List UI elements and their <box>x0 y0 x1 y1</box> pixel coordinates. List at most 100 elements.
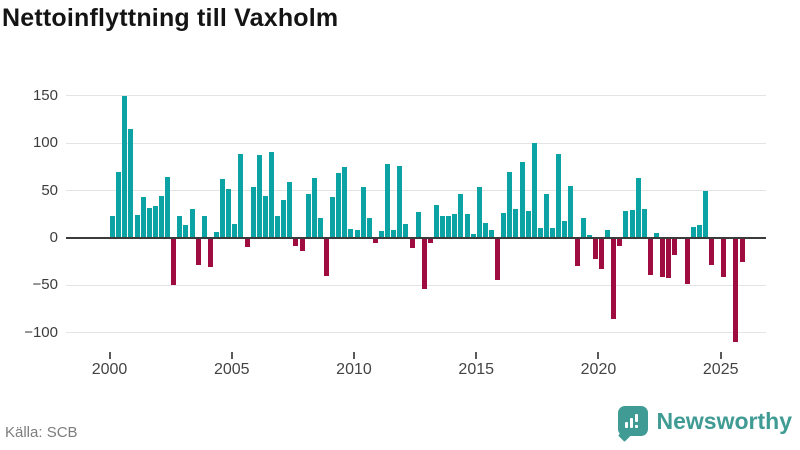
bar-2017Q1 <box>526 211 531 239</box>
y-axis-tick-label: −50 <box>32 276 58 294</box>
x-axis-tick-mark <box>597 352 600 359</box>
bar-2024Q2 <box>703 190 708 238</box>
bar-2023Q4 <box>691 226 696 238</box>
bar-2016Q3 <box>513 208 518 238</box>
bar-2018Q2 <box>556 153 561 238</box>
bar-2020Q3 <box>611 238 616 319</box>
bar-2015Q1 <box>477 186 482 238</box>
bar-2001Q4 <box>153 205 158 238</box>
bar-2003Q2 <box>190 208 195 238</box>
bar-2001Q2 <box>141 197 146 239</box>
bar-2006Q2 <box>263 196 268 239</box>
bar-2010Q2 <box>361 186 366 238</box>
bar-2017Q3 <box>538 227 543 238</box>
zero-axis-line <box>66 237 766 239</box>
bar-2022Q4 <box>666 238 671 278</box>
bar-2013Q4 <box>446 216 451 239</box>
bar-2000Q3 <box>122 95 127 238</box>
gridline <box>66 332 766 334</box>
bar-2025Q3 <box>733 238 738 342</box>
bar-2014Q4 <box>471 234 476 239</box>
bar-2008Q1 <box>306 194 311 239</box>
bar-2000Q2 <box>116 171 121 238</box>
newsworthy-logo-text: Newsworthy <box>656 407 792 434</box>
y-axis-tick-label: 0 <box>49 229 58 246</box>
x-axis-tick-label: 2020 <box>580 361 617 378</box>
speech-bubble-tail <box>617 429 631 442</box>
x-axis-tick-mark <box>352 352 355 359</box>
x-axis-tick-mark <box>230 352 233 359</box>
bar-2012Q4 <box>422 238 427 289</box>
x-axis-tick-label: 2010 <box>336 361 372 378</box>
bar-2015Q4 <box>495 238 500 280</box>
bar-2011Q4 <box>397 165 402 238</box>
bar-2021Q3 <box>636 178 641 239</box>
bar-2011Q3 <box>391 230 396 239</box>
bar-2014Q3 <box>465 214 470 239</box>
bar-2008Q3 <box>318 218 323 239</box>
bar-2005Q2 <box>238 154 243 239</box>
bar-2020Q4 <box>617 238 622 246</box>
y-axis-tick-label: −100 <box>24 323 58 341</box>
bar-2009Q3 <box>342 166 347 238</box>
x-axis-tick-mark <box>108 352 111 359</box>
gridline <box>66 142 766 144</box>
bar-2006Q1 <box>257 155 262 239</box>
bar-2019Q4 <box>593 238 598 259</box>
bar-2017Q4 <box>544 194 549 239</box>
gridline <box>66 190 766 192</box>
bar-2017Q2 <box>532 143 537 239</box>
y-axis-tick-label: 150 <box>32 86 58 104</box>
bar-2001Q1 <box>135 215 140 239</box>
bar-2010Q3 <box>367 218 372 239</box>
bar-2007Q3 <box>293 238 298 246</box>
bar-2012Q2 <box>410 238 415 248</box>
bar-2009Q4 <box>348 229 353 239</box>
x-axis-tick-mark <box>475 352 478 359</box>
bar-2002Q3 <box>171 238 176 285</box>
bar-2008Q4 <box>324 238 329 276</box>
bar-2002Q4 <box>177 216 182 239</box>
bar-2024Q1 <box>697 224 702 238</box>
bar-2011Q1 <box>379 231 384 239</box>
bar-2003Q1 <box>183 224 188 238</box>
bar-2004Q3 <box>220 179 225 239</box>
bar-2016Q1 <box>501 213 506 239</box>
bar-2023Q1 <box>672 238 677 255</box>
bar-2007Q4 <box>300 238 305 251</box>
bar-2006Q4 <box>275 216 280 239</box>
bar-2005Q1 <box>232 223 237 238</box>
bar-2024Q3 <box>709 238 714 265</box>
bar-2016Q2 <box>507 172 512 239</box>
bar-2007Q1 <box>281 200 286 239</box>
bar-2010Q4 <box>373 238 378 243</box>
bar-2022Q3 <box>660 238 665 277</box>
x-axis-tick-label: 2015 <box>458 361 495 378</box>
gridline <box>66 95 766 97</box>
bar-2002Q2 <box>165 177 170 239</box>
x-axis-tick-label: 2005 <box>213 361 250 378</box>
newsworthy-bar-chart-icon <box>617 406 648 442</box>
bar-2018Q3 <box>562 220 567 238</box>
bar-2005Q4 <box>251 186 256 238</box>
bar-2019Q2 <box>581 218 586 239</box>
bar-2021Q2 <box>630 209 635 238</box>
bar-2012Q1 <box>403 223 408 238</box>
x-axis-tick-label: 2000 <box>91 361 128 378</box>
bar-2014Q2 <box>458 194 463 239</box>
newsworthy-logo: Newsworthy <box>617 406 792 442</box>
bar-2000Q1 <box>110 216 115 239</box>
bar-2015Q2 <box>483 222 488 238</box>
bar-2004Q2 <box>214 232 219 239</box>
bar-2003Q4 <box>202 216 207 239</box>
bar-2018Q1 <box>550 227 555 238</box>
bar-2002Q1 <box>159 196 164 239</box>
x-axis-tick-mark <box>719 352 722 359</box>
gridline <box>66 284 766 286</box>
bar-2025Q4 <box>740 238 745 262</box>
bar-2020Q1 <box>599 238 604 269</box>
bar-2007Q2 <box>287 181 292 238</box>
bar-2006Q3 <box>269 151 274 238</box>
bar-2001Q3 <box>147 207 152 238</box>
bar-2004Q4 <box>226 188 231 238</box>
